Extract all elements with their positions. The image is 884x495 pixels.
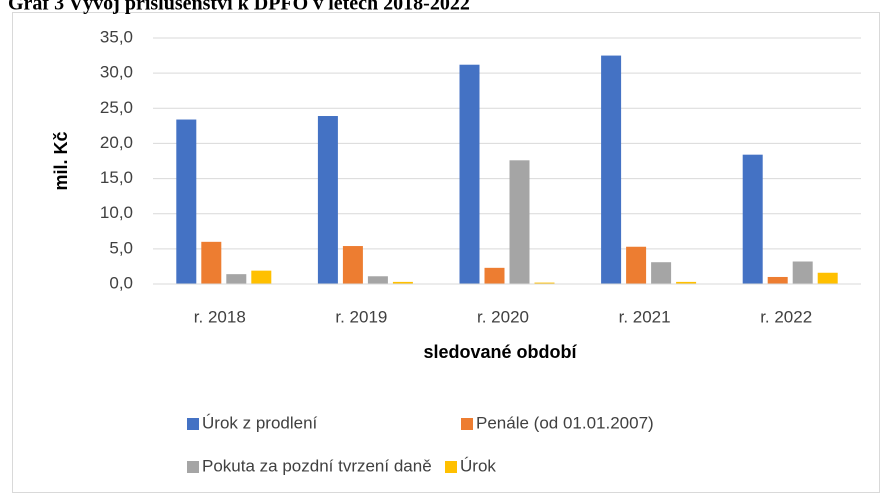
bar [392, 281, 413, 284]
bar [534, 282, 555, 284]
bar [792, 261, 813, 284]
legend-label: Pokuta za pozdní tvrzení daně [202, 456, 432, 475]
bar [317, 116, 338, 284]
bar [226, 274, 247, 284]
y-tick-label: 30,0 [100, 63, 133, 82]
bar [484, 267, 505, 284]
y-tick-label: 25,0 [100, 98, 133, 117]
bar [742, 154, 763, 284]
y-tick-label: 35,0 [100, 27, 133, 46]
y-axis-title: mil. Kč [51, 131, 71, 190]
bar [651, 262, 672, 284]
legend-swatch [461, 418, 473, 430]
x-tick-label: r. 2022 [760, 307, 812, 326]
bar [817, 272, 838, 284]
legend-label: Penále (od 01.01.2007) [476, 413, 654, 432]
legend-swatch [187, 461, 199, 473]
bar [201, 241, 222, 284]
bar [251, 270, 272, 284]
chart-title: Graf 3 Vývoj příslušenství k DPFO v lete… [8, 0, 470, 15]
legend-label: Úrok [460, 456, 496, 475]
bar [767, 276, 788, 284]
x-tick-label: r. 2021 [619, 307, 671, 326]
bar [509, 160, 530, 284]
bar [626, 246, 647, 284]
x-tick-label: r. 2018 [194, 307, 246, 326]
bar [342, 246, 363, 284]
legend-swatch [445, 461, 457, 473]
x-axis-title: sledované období [423, 342, 577, 362]
legend-swatch [187, 418, 199, 430]
bar [459, 64, 480, 284]
y-tick-label: 0,0 [109, 273, 133, 292]
x-tick-label: r. 2020 [477, 307, 529, 326]
bar [601, 55, 622, 285]
x-tick-label: r. 2019 [335, 307, 387, 326]
bar [176, 119, 197, 284]
y-tick-label: 15,0 [100, 168, 133, 187]
chart-border [12, 12, 880, 493]
y-tick-label: 10,0 [100, 203, 133, 222]
legend-label: Úrok z prodlení [202, 413, 318, 432]
y-tick-label: 5,0 [109, 238, 133, 257]
bar [676, 281, 697, 284]
y-tick-label: 20,0 [100, 133, 133, 152]
bar [367, 276, 388, 284]
